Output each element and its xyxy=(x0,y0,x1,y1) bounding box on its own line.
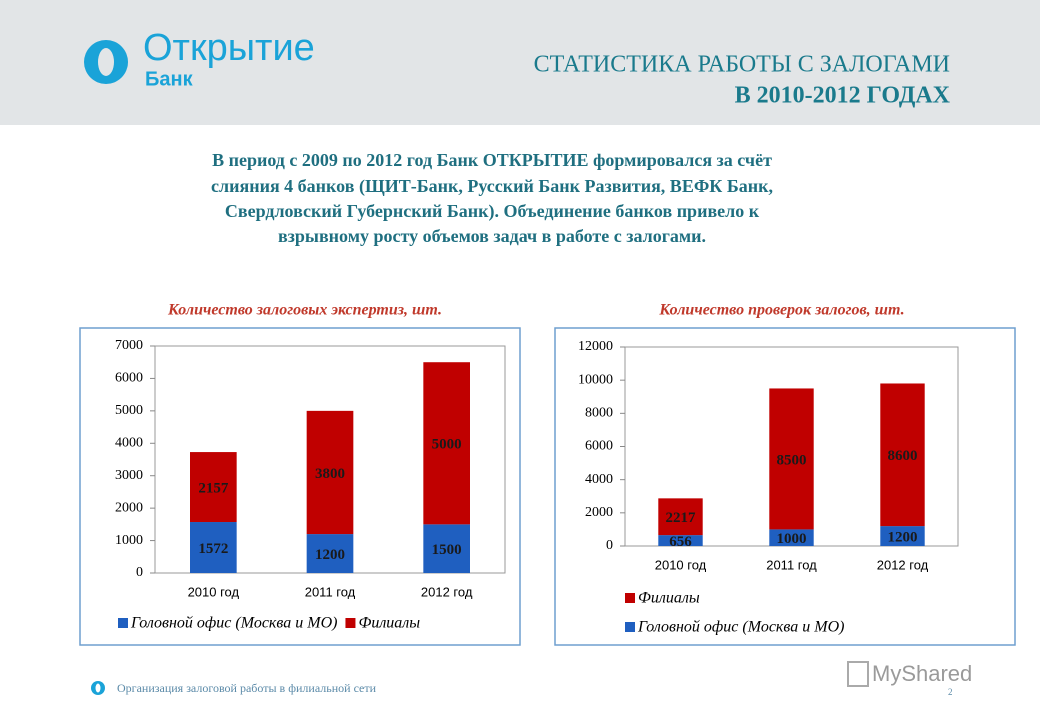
legend-swatch xyxy=(118,618,128,628)
intro-line: взрывному росту объемов задач в работе с… xyxy=(278,226,706,246)
y-tick-label: 4000 xyxy=(585,472,613,487)
footer-text: Организация залоговой работы в филиально… xyxy=(117,681,377,695)
bar-segment xyxy=(658,498,703,536)
slide-title: СТАТИСТИКА РАБОТЫ С ЗАЛОГАМИ xyxy=(534,52,950,78)
bar-segment xyxy=(190,522,237,573)
header-band xyxy=(0,0,1040,125)
legend-label: Головной офис (Москва и МО) xyxy=(130,615,337,632)
bar-segment xyxy=(769,388,814,530)
bar-segment xyxy=(658,535,703,546)
y-tick-label: 7000 xyxy=(115,338,143,353)
slide-title: В 2010-2012 ГОДАХ xyxy=(735,83,951,109)
x-tick-label: 2011 год xyxy=(305,584,356,599)
data-label: 2217 xyxy=(666,510,697,526)
x-tick-label: 2011 год xyxy=(766,557,817,572)
intro-line: В период с 2009 по 2012 год Банк ОТКРЫТИ… xyxy=(212,150,772,170)
y-tick-label: 0 xyxy=(136,565,143,580)
data-label: 3800 xyxy=(315,466,345,482)
data-label: 656 xyxy=(669,534,692,550)
y-tick-label: 8000 xyxy=(585,406,613,421)
legend-label: Головной офис (Москва и МО) xyxy=(637,619,844,636)
y-tick-label: 12000 xyxy=(578,339,613,354)
page-number: 2 xyxy=(948,687,953,697)
x-tick-label: 2010 год xyxy=(188,584,240,599)
legend-swatch xyxy=(625,622,635,632)
bar-segment xyxy=(880,526,925,546)
footer-icon-hole xyxy=(95,683,101,693)
watermark: MyShared xyxy=(872,661,972,686)
y-tick-label: 3000 xyxy=(115,468,143,483)
logo-sub: Банк xyxy=(145,68,194,90)
bar-segment xyxy=(769,529,814,546)
y-tick-label: 2000 xyxy=(115,500,143,515)
data-label: 1500 xyxy=(432,542,462,558)
legend-label: Филиалы xyxy=(358,615,420,632)
bar-segment xyxy=(306,410,354,535)
data-label: 1000 xyxy=(777,531,807,547)
y-tick-label: 4000 xyxy=(115,436,143,451)
y-tick-label: 2000 xyxy=(585,505,613,520)
y-tick-label: 10000 xyxy=(578,372,613,387)
bar-segment xyxy=(306,534,354,573)
y-tick-label: 1000 xyxy=(115,533,143,548)
legend-swatch xyxy=(625,593,635,603)
intro-line: Свердловский Губернский Банк). Объединен… xyxy=(225,201,760,222)
data-label: 1572 xyxy=(198,541,228,557)
bar-segment xyxy=(423,524,470,573)
x-tick-label: 2012 год xyxy=(877,557,929,572)
data-label: 8500 xyxy=(777,452,807,468)
x-tick-label: 2012 год xyxy=(421,584,473,599)
bar-segment xyxy=(190,452,237,523)
data-label: 5000 xyxy=(432,437,462,453)
y-tick-label: 0 xyxy=(606,538,613,553)
chart-title: Количество залоговых экспертиз, шт. xyxy=(167,302,442,319)
data-label: 1200 xyxy=(888,529,918,545)
y-tick-label: 5000 xyxy=(115,403,143,418)
legend-label: Филиалы xyxy=(638,590,700,607)
logo-name: Открытие xyxy=(143,27,315,69)
bar-segment xyxy=(880,383,925,527)
y-tick-label: 6000 xyxy=(115,371,143,386)
data-label: 2157 xyxy=(198,480,229,496)
legend-swatch xyxy=(345,618,356,628)
x-tick-label: 2010 год xyxy=(655,557,707,572)
watermark-icon xyxy=(847,661,869,687)
data-label: 8600 xyxy=(888,448,918,464)
intro-line: слияния 4 банков (ЩИТ-Банк, Русский Банк… xyxy=(211,176,773,197)
logo-icon-hole xyxy=(98,48,114,76)
y-tick-label: 6000 xyxy=(585,439,613,454)
data-label: 1200 xyxy=(315,547,345,563)
bar-segment xyxy=(423,362,470,525)
chart-title: Количество проверок залогов, шт. xyxy=(658,302,904,319)
